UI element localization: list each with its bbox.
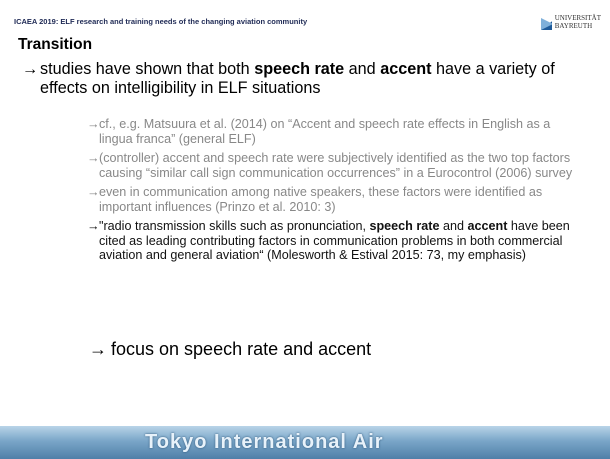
bold-text: speech rate xyxy=(254,60,345,78)
conclusion: focus on speech rate and accent xyxy=(89,339,371,360)
text-run: studies have shown that both xyxy=(40,60,255,78)
sub-bullet: (controller) accent and speech rate were… xyxy=(87,151,577,180)
text-run: cf., e.g. Matsuura et al. (2014) on “Acc… xyxy=(99,117,551,146)
text-run: (controller) accent and speech rate were… xyxy=(99,151,573,180)
logo-text: UNIVERSITÄT BAYREUTH xyxy=(555,14,601,30)
banner-text: Tokyo International Air xyxy=(145,431,384,453)
sub-bullet: even in communication among native speak… xyxy=(87,185,577,214)
text-run: and xyxy=(344,60,381,78)
logo-line: BAYREUTH xyxy=(554,22,593,30)
sub-bullet: cf., e.g. Matsuura et al. (2014) on “Acc… xyxy=(87,117,577,146)
bold-text: speech rate xyxy=(369,219,440,233)
logo-icon xyxy=(541,18,552,30)
text-run: have a variety of effects on intelligibi… xyxy=(40,60,555,97)
sub-bullet: "radio transmission skills such as pronu… xyxy=(87,219,577,263)
text-run: "radio transmission skills such as pronu… xyxy=(99,219,370,233)
text-run: and xyxy=(439,219,468,233)
banner-image: Tokyo International Air xyxy=(0,426,610,459)
slide-title: Transition xyxy=(18,36,93,53)
sub-bullets: cf., e.g. Matsuura et al. (2014) on “Acc… xyxy=(87,117,577,268)
main-bullet: studies have shown that both speech rate… xyxy=(22,60,600,98)
logo: UNIVERSITÄT BAYREUTH xyxy=(541,11,601,33)
logo-line: UNIVERSITÄT xyxy=(554,14,601,22)
text-run: even in communication among native speak… xyxy=(99,185,543,214)
header-title: ICAEA 2019: ELF research and training ne… xyxy=(14,17,308,26)
text-run: have been cited as leading contributing … xyxy=(99,219,570,262)
bold-text: accent xyxy=(380,60,432,78)
bold-text: accent xyxy=(467,219,508,233)
